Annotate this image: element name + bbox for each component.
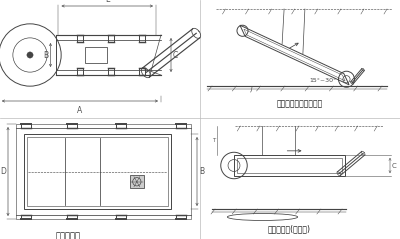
- Bar: [24, 134, 171, 209]
- Text: 安装示意图（傘斜式）: 安装示意图（傘斜式）: [276, 99, 323, 108]
- Text: E: E: [105, 0, 110, 4]
- Text: 外形尺寸图: 外形尺寸图: [56, 231, 81, 239]
- Text: C: C: [173, 50, 178, 60]
- Text: B: B: [43, 50, 48, 60]
- Bar: [16, 124, 191, 219]
- Text: A: A: [77, 106, 82, 115]
- Bar: [237, 158, 342, 173]
- Bar: [85, 47, 107, 63]
- Bar: [234, 155, 345, 176]
- Text: B: B: [199, 167, 204, 176]
- Circle shape: [27, 52, 33, 58]
- Text: 安装示意图(水平式): 安装示意图(水平式): [268, 224, 311, 233]
- Text: T: T: [212, 138, 215, 143]
- Text: C: C: [392, 163, 397, 168]
- Text: 15°~30°: 15°~30°: [310, 78, 337, 83]
- Bar: [27, 137, 168, 206]
- Text: D: D: [0, 167, 6, 176]
- Bar: [130, 175, 144, 188]
